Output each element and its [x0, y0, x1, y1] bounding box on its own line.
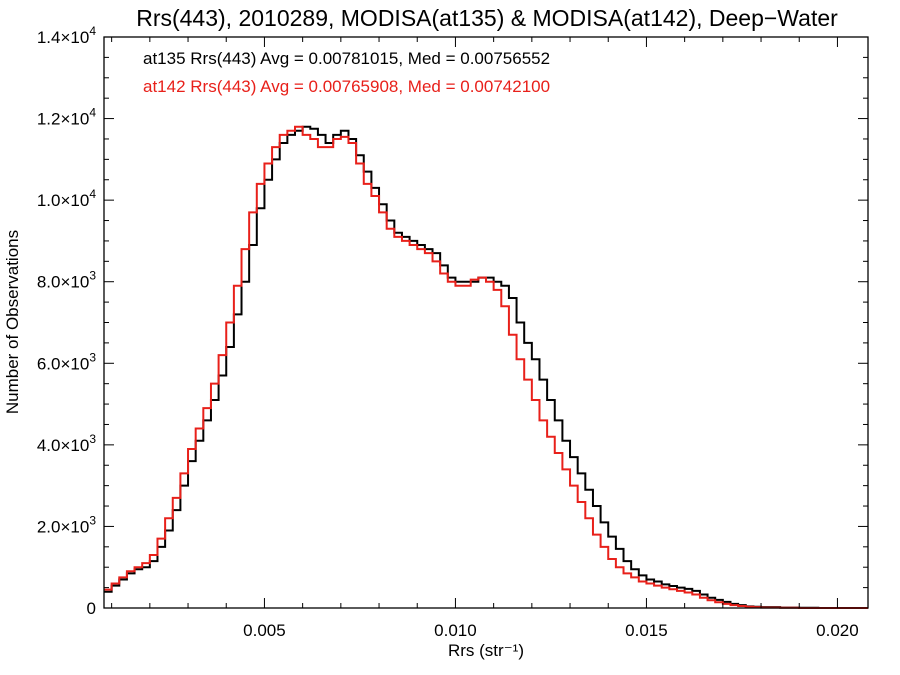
x-axis-label: Rrs (str⁻¹) [448, 641, 524, 660]
x-tick-label: 0.010 [434, 621, 477, 640]
y-tick-label: 1.4×104 [37, 24, 96, 47]
y-tick-label: 2.0×103 [37, 513, 96, 536]
plot-frame [103, 36, 869, 609]
x-tick-label: 0.015 [625, 621, 668, 640]
chart-title: Rrs(443), 2010289, MODISA(at135) & MODIS… [136, 5, 838, 31]
y-tick-label: 4.0×103 [37, 432, 96, 455]
series-line-1 [104, 125, 868, 609]
legend-annotation-at142: at142 Rrs(443) Avg = 0.00765908, Med = 0… [143, 77, 550, 96]
x-axis: 0.005 0.010 0.015 0.020 [111, 37, 859, 640]
y-tick-label: 1.2×104 [37, 106, 96, 129]
x-tick-label: 0.020 [816, 621, 859, 640]
y-tick-label: 1.0×104 [37, 187, 96, 210]
y-tick-label: 6.0×103 [37, 350, 96, 373]
y-axis-label: Number of Observations [3, 230, 22, 414]
x-tick-label: 0.005 [243, 621, 286, 640]
legend-annotation-at135: at135 Rrs(443) Avg = 0.00781015, Med = 0… [143, 49, 550, 68]
y-axis: 0 2.0×103 4.0×103 6.0×103 8.0×103 1.0×104 1.2×… [37, 24, 868, 618]
y-tick-label: 0 [87, 599, 96, 618]
series-layer [104, 125, 868, 609]
y-tick-label: 8.0×103 [37, 269, 96, 292]
